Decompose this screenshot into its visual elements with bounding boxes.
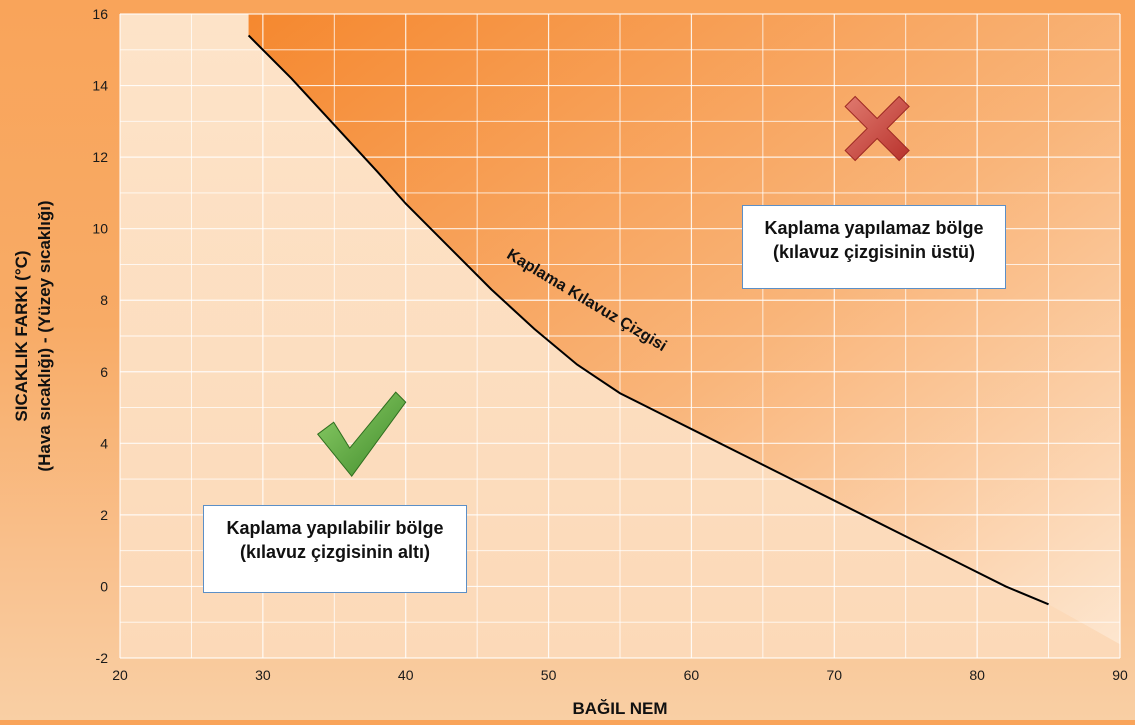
y-tick-label: 16	[92, 6, 108, 22]
x-tick-label: 50	[541, 667, 557, 683]
y-tick-label: 14	[92, 78, 108, 94]
x-tick-label: 20	[112, 667, 128, 683]
unsafe-zone-subtitle: (kılavuz çizgisinin üstü)	[772, 242, 976, 262]
y-tick-label: 10	[92, 221, 108, 237]
x-tick-label: 70	[826, 667, 842, 683]
x-axis-title: BAĞIL NEM	[572, 699, 667, 718]
unsafe-zone-title: Kaplama yapılamaz bölge	[764, 218, 984, 238]
x-tick-label: 40	[398, 667, 414, 683]
y-tick-label: -2	[96, 650, 109, 666]
cross-icon	[844, 95, 910, 162]
y-tick-label: 2	[100, 507, 108, 523]
y-tick-label: 8	[100, 292, 108, 308]
x-tick-label: 80	[969, 667, 985, 683]
unsafe-zone-label: Kaplama yapılamaz bölge (kılavuz çizgisi…	[742, 205, 1006, 289]
x-tick-label: 60	[684, 667, 700, 683]
safe-zone-title: Kaplama yapılabilir bölge	[226, 518, 444, 538]
y-tick-label: 12	[92, 149, 108, 165]
tick-labels: 20 30 40 50 60 70 80 90 -2 0 2 4 6 8 10 12 14 16	[92, 6, 1128, 683]
safe-zone	[120, 35, 1120, 658]
x-tick-label: 30	[255, 667, 271, 683]
check-icon	[316, 391, 407, 477]
x-tick-label: 90	[1112, 667, 1128, 683]
safe-zone-label: Kaplama yapılabilir bölge (kılavuz çizgi…	[203, 505, 467, 593]
y-tick-label: 0	[100, 578, 108, 594]
safe-zone-subtitle: (kılavuz çizgisinin altı)	[239, 542, 431, 562]
y-tick-label: 6	[100, 364, 108, 380]
unsafe-zone	[248, 14, 1121, 645]
y-axis-subtitle: (Hava sıcaklığı) - (Yüzey sıcaklığı)	[35, 200, 54, 471]
y-tick-label: 4	[100, 435, 108, 451]
grid	[119, 13, 1121, 659]
guide-curve	[247, 34, 1049, 606]
y-axis-title: SICAKLIK FARKI (°C)	[12, 250, 31, 421]
